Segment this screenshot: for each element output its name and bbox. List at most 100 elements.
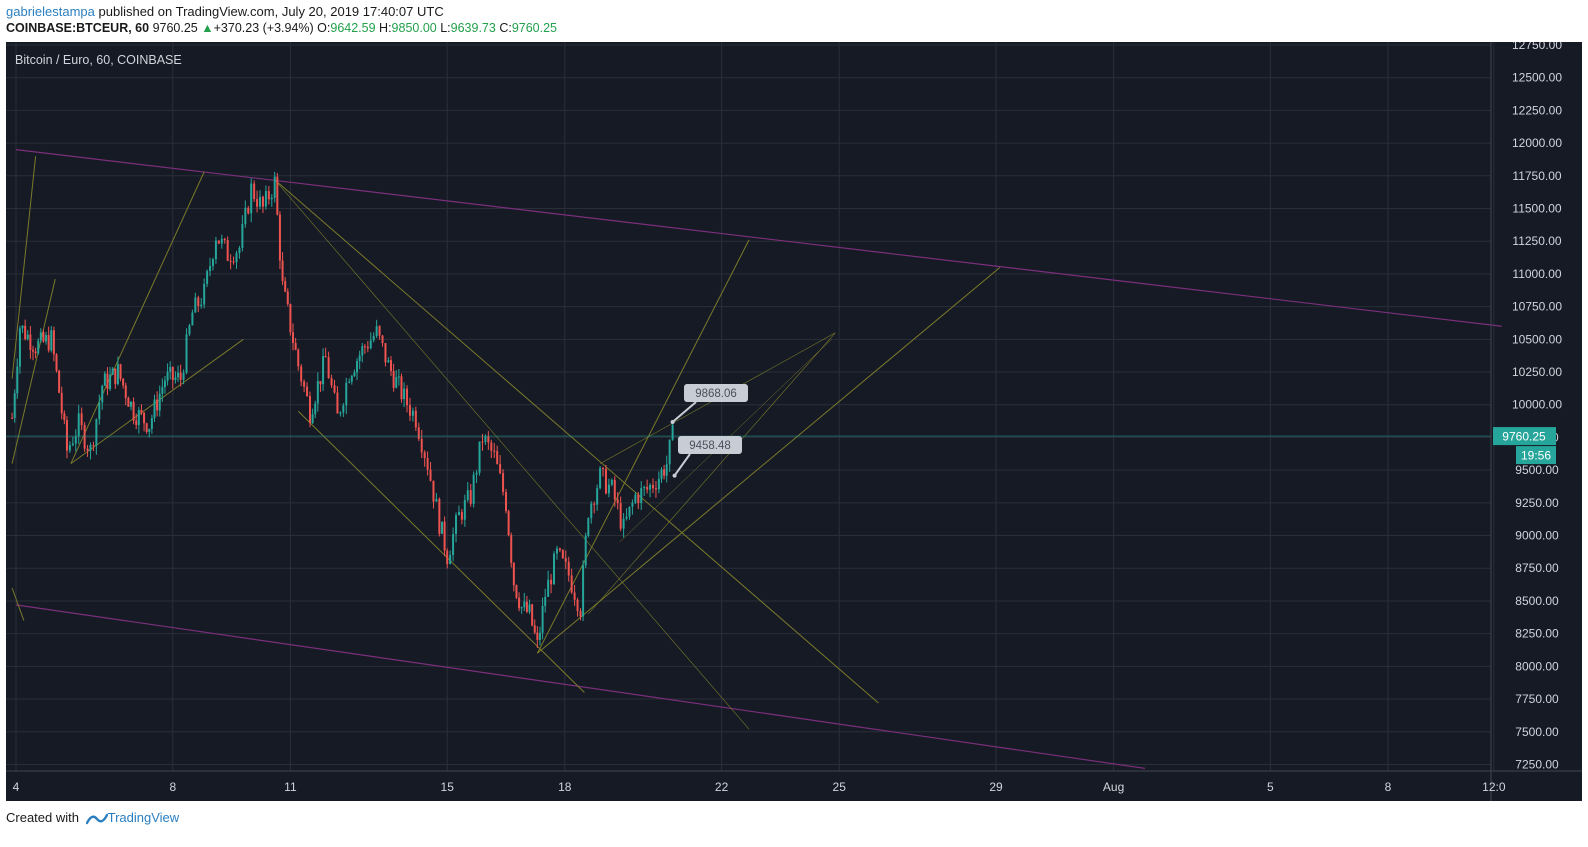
candle-body [533, 625, 536, 633]
candle-body [369, 340, 372, 349]
candle-body [300, 366, 303, 382]
candle-body [42, 332, 45, 342]
high-value: 9850.00 [391, 21, 437, 35]
candle-body [273, 176, 276, 198]
candle-body [294, 342, 297, 350]
tradingview-link[interactable]: TradingView [107, 810, 180, 825]
open-value: 9642.59 [330, 21, 376, 35]
downtrend-lower-line [297, 410, 585, 693]
candle-body [457, 512, 460, 516]
candle-body [487, 436, 490, 443]
y-tick-label: 11500.00 [1512, 202, 1561, 216]
candles [11, 171, 674, 648]
candle-body [106, 373, 109, 389]
y-tick-label: 9250.00 [1515, 496, 1559, 510]
early-fan-line [11, 279, 56, 464]
time-axis[interactable]: 4 8 11 15 18 22 25 29 Aug 5 8 12:0 [13, 780, 1506, 794]
y-tick-label: 12250.00 [1512, 103, 1562, 117]
chart-frame[interactable]: 9868.06 9458.48 12750.00 12500.00 12250.00 1… [6, 42, 1582, 801]
candle-body [197, 297, 200, 306]
candle-body [256, 199, 259, 207]
candle-body [637, 494, 640, 504]
y-tick-label: 11250.00 [1512, 234, 1561, 248]
candle-body [342, 405, 345, 413]
candle-body [378, 326, 381, 336]
candle-body [270, 197, 273, 200]
candle-body [607, 484, 610, 494]
candle-body [478, 441, 481, 473]
x-tick-label: 12:0 [1482, 780, 1506, 794]
candle-body [392, 371, 395, 388]
low-value: 9639.73 [450, 21, 496, 35]
candle-body [119, 364, 122, 379]
candle-body [37, 340, 40, 354]
candle-body [429, 469, 432, 481]
candle-body [590, 503, 593, 519]
y-tick-label: 8750.00 [1515, 561, 1559, 575]
candle-body [191, 312, 194, 326]
candle-body [244, 207, 247, 224]
candle-body [264, 191, 267, 207]
candle-body [194, 297, 197, 313]
price-axis[interactable]: 12750.00 12500.00 12250.00 12000.00 11750.00… [1493, 42, 1562, 771]
channel-upper-line [15, 149, 1502, 327]
candle-body [634, 494, 637, 503]
candle-body [584, 535, 587, 566]
candle-body [71, 443, 74, 446]
candle-body [616, 499, 619, 504]
candle-body [660, 469, 663, 479]
candle-body [150, 418, 153, 429]
candle-body [472, 474, 475, 504]
callout-box[interactable] [678, 436, 742, 454]
candle-body [523, 601, 526, 608]
y-tick-label: 9000.00 [1515, 529, 1559, 543]
candle-body [643, 486, 646, 489]
candle-body [375, 326, 378, 337]
candle-body [77, 413, 80, 437]
candle-body [564, 557, 567, 562]
candle-body [353, 372, 356, 377]
author-link[interactable]: gabrielestampa [6, 4, 95, 19]
candle-body [657, 478, 660, 490]
candle-body [169, 367, 172, 372]
callout-box[interactable] [684, 384, 748, 402]
candle-body [253, 183, 256, 200]
candle-body [573, 592, 576, 600]
change-value: +370.23 (+3.94%) [213, 21, 314, 35]
candle-body [420, 438, 423, 453]
candle-body [460, 512, 463, 520]
x-tick-label: 11 [284, 780, 297, 794]
trend-drawings [11, 149, 1502, 769]
candle-body [11, 417, 14, 419]
channel-lower-line [15, 604, 1146, 769]
candle-body [449, 554, 452, 565]
candle-body [507, 511, 510, 536]
candle-body [381, 335, 384, 344]
candle-body [466, 490, 469, 501]
up-arrow-icon: ▲ [201, 21, 214, 35]
candle-body [241, 223, 244, 248]
candle-body [330, 378, 333, 386]
candle-body [579, 611, 582, 617]
candle-body [400, 376, 403, 400]
candle-body [259, 196, 262, 207]
candle-body [550, 579, 553, 585]
y-tick-label: 12000.00 [1512, 136, 1562, 150]
candle-body [496, 451, 499, 465]
candle-body [561, 550, 564, 558]
candle-body [217, 240, 220, 244]
candle-body [350, 376, 353, 382]
candle-body [384, 343, 387, 363]
candle-body [567, 561, 570, 576]
candle-body [403, 388, 406, 400]
countdown-tag [1516, 446, 1556, 465]
chart-title: Bitcoin / Euro, 60, COINBASE [15, 53, 182, 67]
candle-body [103, 373, 106, 386]
candle-body [250, 183, 253, 214]
candle-body [55, 354, 58, 371]
candle-body [411, 410, 414, 416]
candle-body [281, 260, 284, 282]
candle-body [327, 357, 330, 379]
candle-body [582, 565, 585, 617]
